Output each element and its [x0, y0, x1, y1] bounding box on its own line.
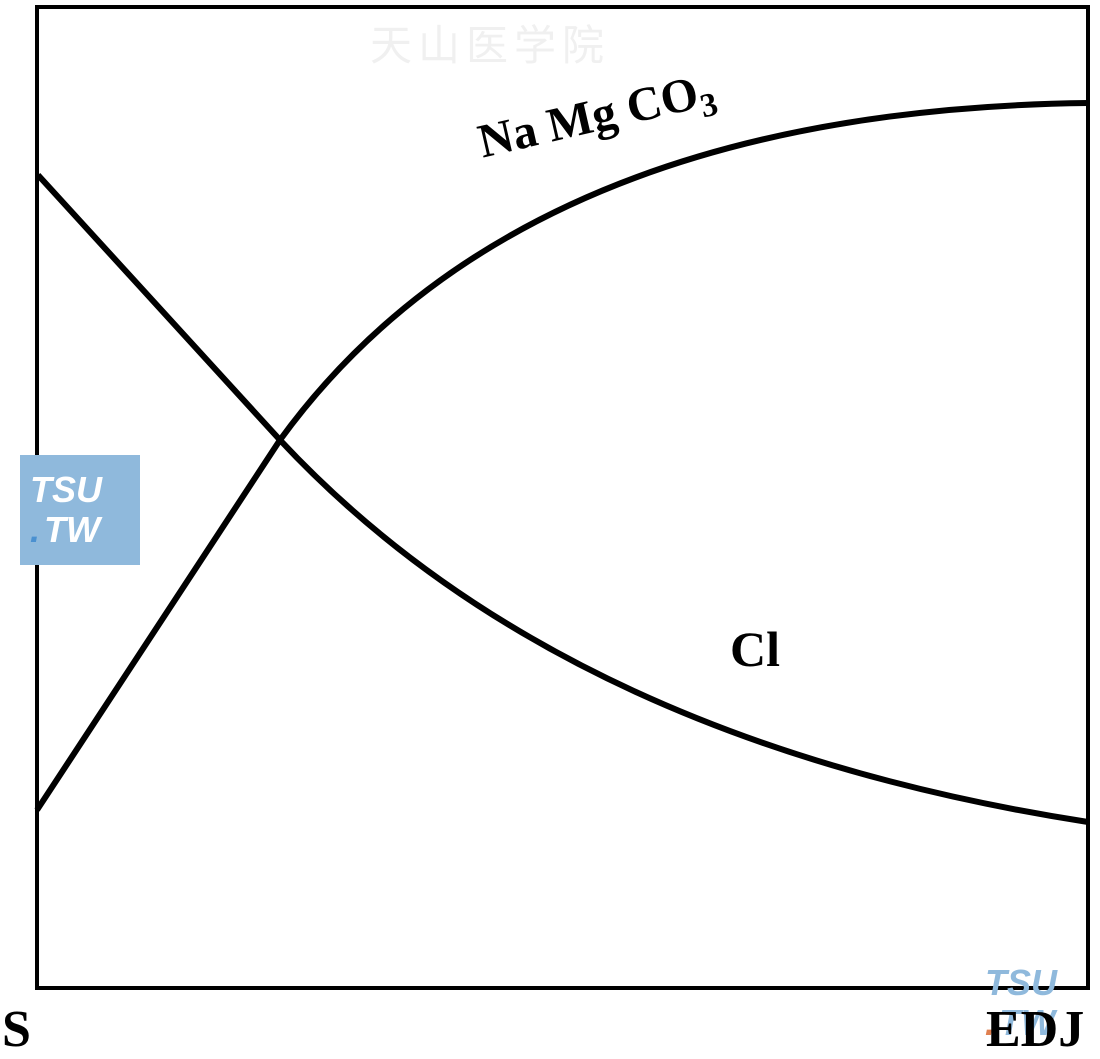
watermark-logo-left-line2: . TW [30, 510, 100, 550]
watermark-logo-left-tw: TW [44, 510, 100, 550]
upper-curve [37, 103, 1088, 810]
axis-label-right: EDJ [986, 1000, 1084, 1059]
lower-curve [38, 175, 1088, 822]
watermark-logo-left: TSU . TW [20, 455, 140, 565]
lower-curve-label: Cl [730, 620, 780, 678]
axis-label-left: S [2, 1000, 31, 1059]
watermark-logo-left-line1: TSU [30, 470, 102, 510]
watermark-logo-left-dot: . [30, 510, 40, 550]
watermark-logo-right-line1: TSU [985, 963, 1057, 1003]
